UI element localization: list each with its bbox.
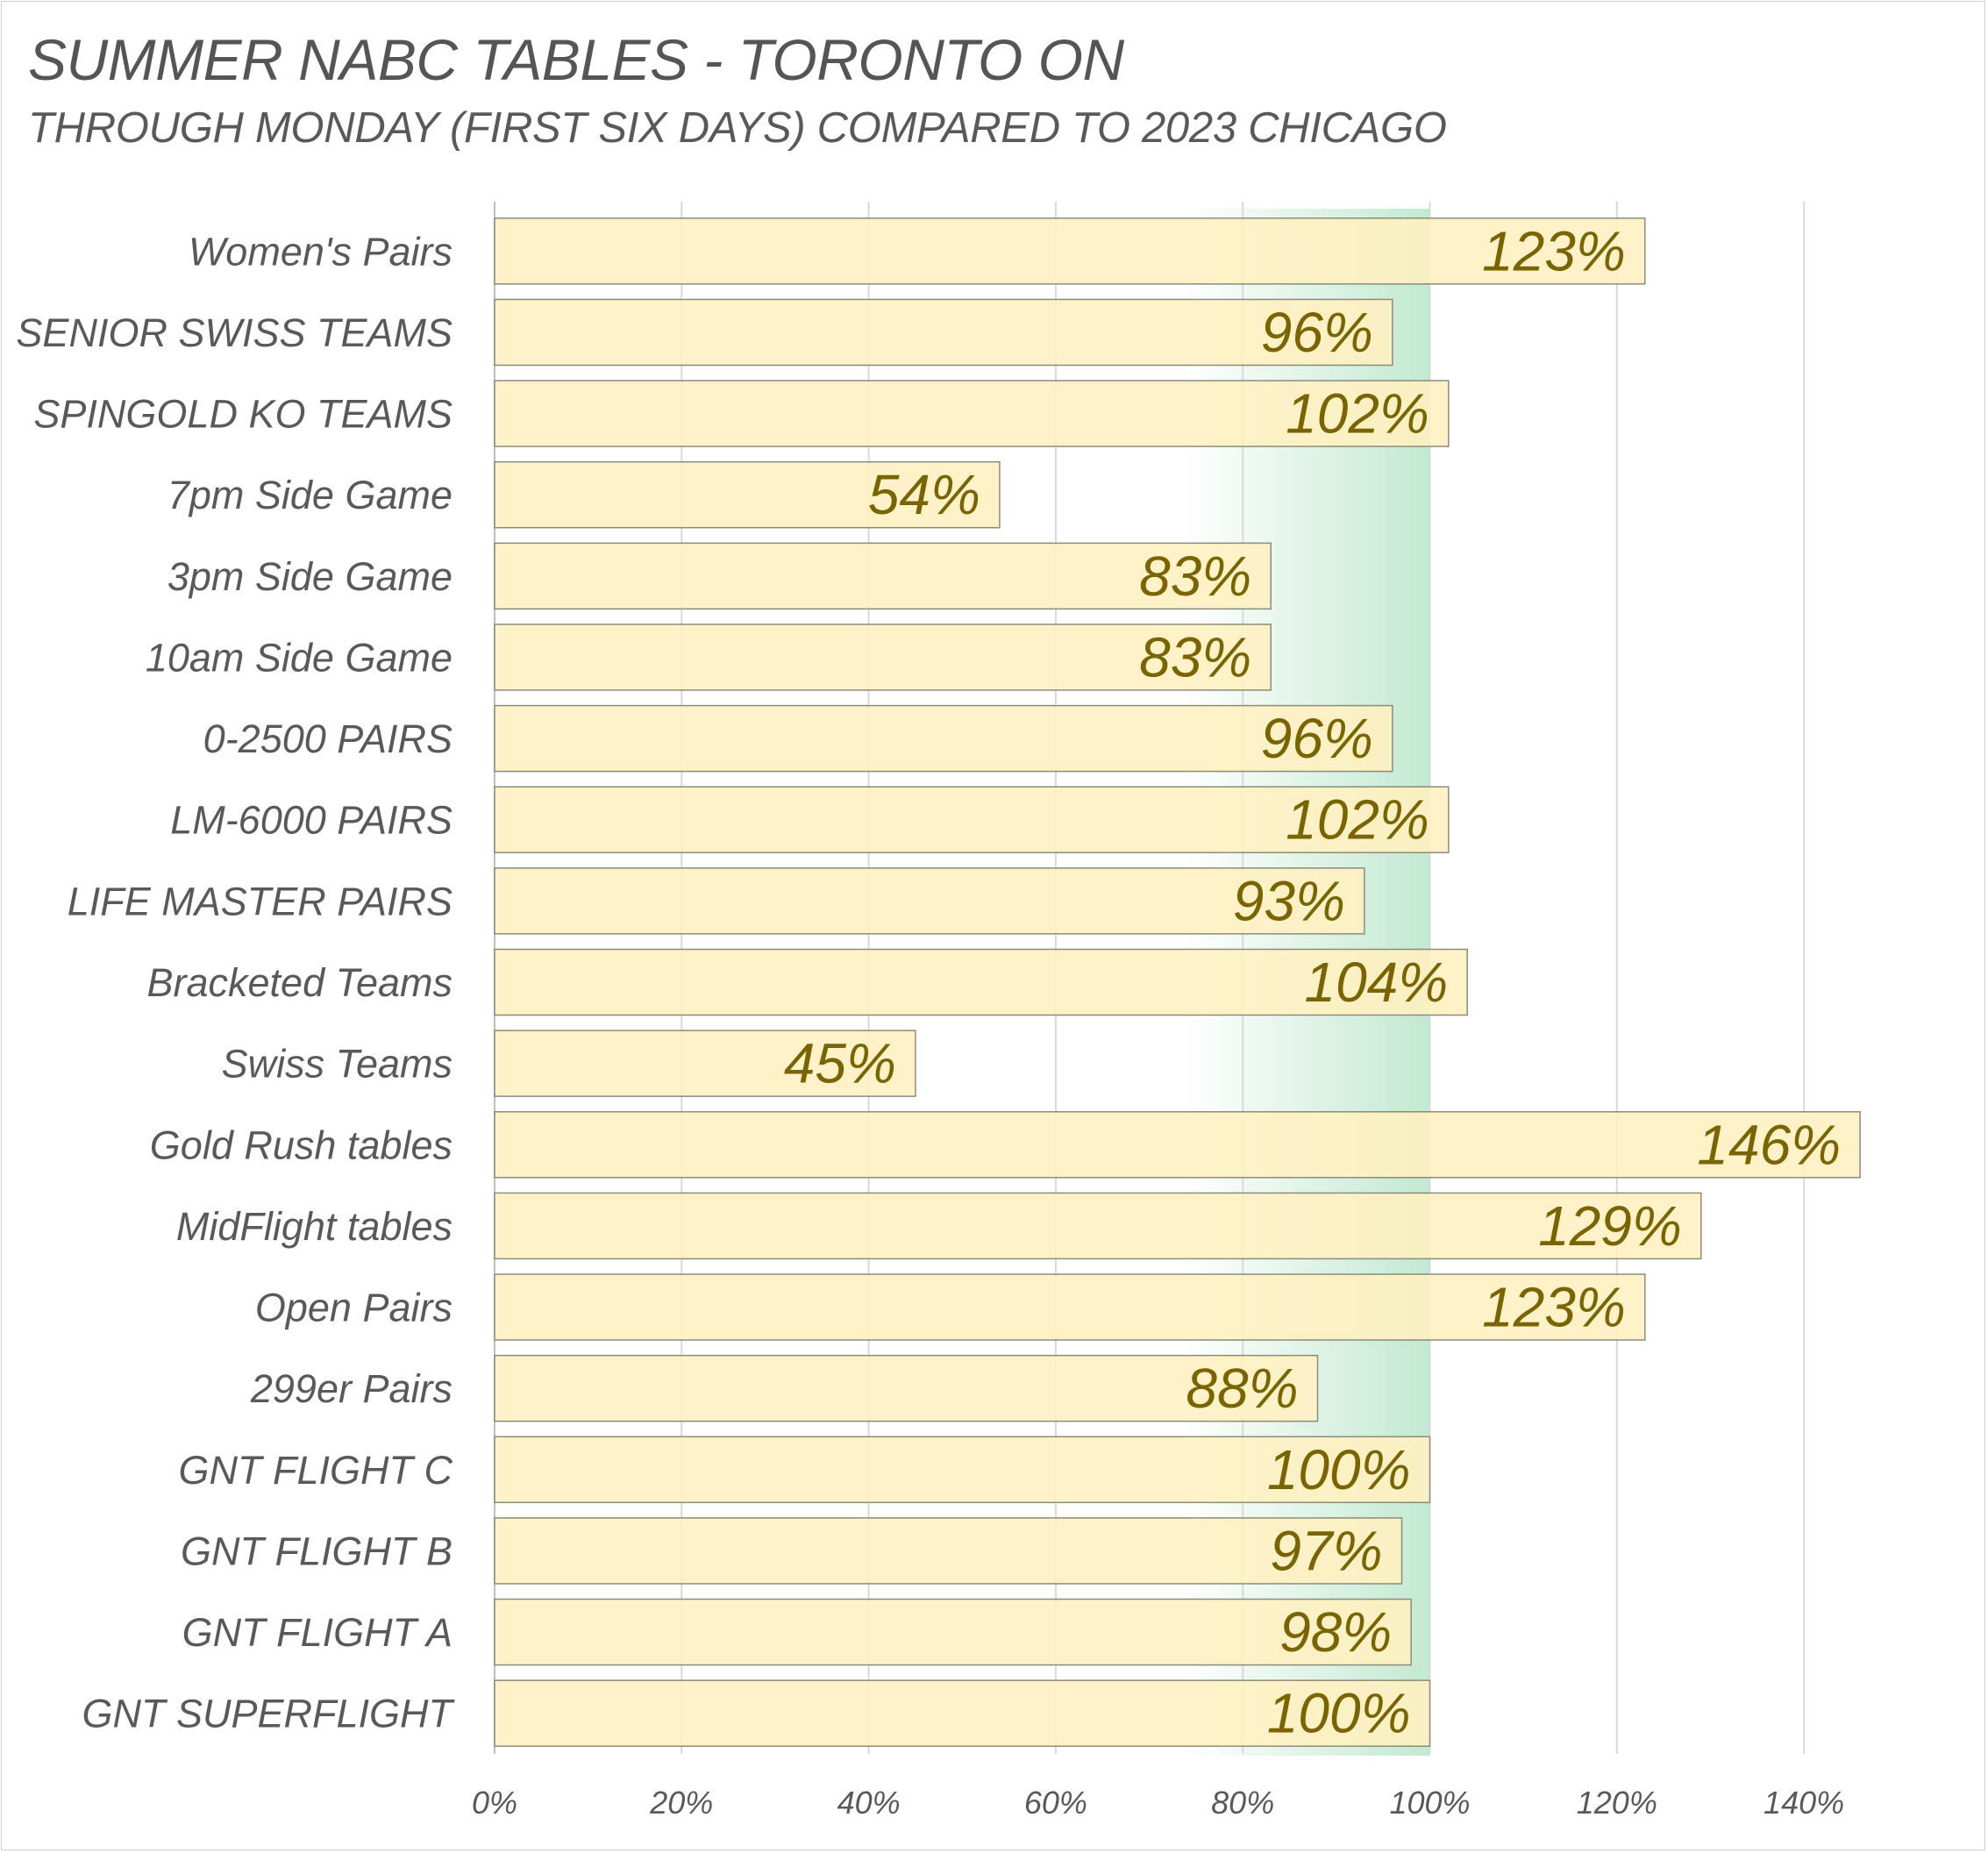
category-label-4: 3pm Side Game [167, 554, 452, 599]
category-label-3: 7pm Side Game [167, 473, 452, 517]
category-label-12: MidFlight tables [176, 1204, 452, 1249]
category-label-2: SPINGOLD KO TEAMS [33, 392, 452, 437]
chart-subtitle: THROUGH MONDAY (FIRST SIX DAYS) COMPARED… [28, 104, 1447, 152]
data-label-5: 83% [1139, 625, 1251, 688]
bar-2 [494, 380, 1450, 447]
category-label-18: GNT SUPERFLIGHT [82, 1692, 455, 1736]
bar-5 [494, 624, 1272, 691]
category-label-10: Swiss Teams [222, 1042, 452, 1087]
data-label-3: 54% [868, 463, 980, 526]
data-label-17: 98% [1279, 1600, 1392, 1664]
x-tick-label-140: 140% [1764, 1785, 1844, 1821]
data-label-0: 123% [1482, 219, 1626, 282]
category-label-8: LIFE MASTER PAIRS [68, 879, 452, 923]
bar-1 [494, 298, 1393, 367]
category-label-5: 10am Side Game [146, 635, 452, 680]
category-label-1: SENIOR SWISS TEAMS [16, 310, 452, 355]
bar-0 [494, 217, 1646, 285]
data-label-14: 88% [1186, 1357, 1298, 1420]
data-label-2: 102% [1286, 382, 1429, 445]
data-label-10: 45% [784, 1032, 896, 1095]
category-label-16: GNT FLIGHT B [181, 1529, 452, 1573]
x-axis-tick-labels: 0% 20% 40% 60% 80% 100% 120% 140% [472, 1785, 1844, 1821]
bar-10 [494, 1030, 916, 1097]
bar-16 [494, 1517, 1403, 1585]
category-label-13: Open Pairs [255, 1286, 452, 1330]
category-label-15: GNT FLIGHT C [179, 1448, 453, 1493]
bar-13 [494, 1273, 1646, 1341]
data-label-4: 83% [1139, 545, 1251, 608]
x-tick-label-20: 20% [649, 1785, 713, 1821]
data-label-15: 100% [1267, 1438, 1411, 1501]
bar-6 [494, 704, 1393, 773]
bar-7 [494, 786, 1450, 853]
x-tick-label-120: 120% [1577, 1785, 1657, 1821]
x-tick-label-0: 0% [472, 1785, 517, 1821]
x-tick-label-40: 40% [837, 1785, 901, 1821]
x-tick-label-100: 100% [1389, 1785, 1470, 1821]
data-label-18: 100% [1267, 1682, 1411, 1745]
category-label-11: Gold Rush tables [150, 1122, 452, 1167]
bar-8 [494, 867, 1365, 935]
category-label-7: LM-6000 PAIRS [170, 798, 452, 843]
bar-15 [494, 1436, 1431, 1504]
data-label-8: 93% [1233, 869, 1345, 932]
bar-12 [494, 1192, 1702, 1260]
x-tick-label-80: 80% [1211, 1785, 1274, 1821]
data-label-9: 104% [1304, 951, 1448, 1014]
category-label-6: 0-2500 PAIRS [203, 716, 452, 761]
data-label-6: 96% [1261, 707, 1373, 770]
data-labels: 123%96%102%54%83%83%96%102%93%104%45%146… [784, 219, 1841, 1744]
bar-14 [494, 1354, 1319, 1422]
bar-9 [494, 948, 1468, 1016]
x-tick-label-60: 60% [1024, 1785, 1087, 1821]
bars [494, 217, 1861, 1747]
category-label-17: GNT FLIGHT A [182, 1610, 452, 1655]
data-label-7: 102% [1286, 788, 1429, 852]
bar-17 [494, 1598, 1412, 1666]
category-label-0: Women's Pairs [189, 229, 452, 274]
data-label-13: 123% [1482, 1276, 1626, 1339]
data-label-16: 97% [1270, 1519, 1382, 1582]
category-labels: Women's Pairs SENIOR SWISS TEAMS SPINGOLD … [16, 229, 455, 1735]
bar-3 [494, 460, 1001, 529]
data-label-12: 129% [1538, 1194, 1682, 1258]
category-label-9: Bracketed Teams [146, 960, 452, 1005]
bar-18 [494, 1679, 1431, 1747]
bar-4 [494, 542, 1272, 610]
chart-title: SUMMER NABC TABLES - TORONTO ON [28, 27, 1124, 92]
data-label-11: 146% [1697, 1113, 1841, 1176]
category-label-14: 299er Pairs [250, 1366, 452, 1411]
data-label-1: 96% [1261, 301, 1373, 364]
bar-11 [494, 1111, 1861, 1179]
